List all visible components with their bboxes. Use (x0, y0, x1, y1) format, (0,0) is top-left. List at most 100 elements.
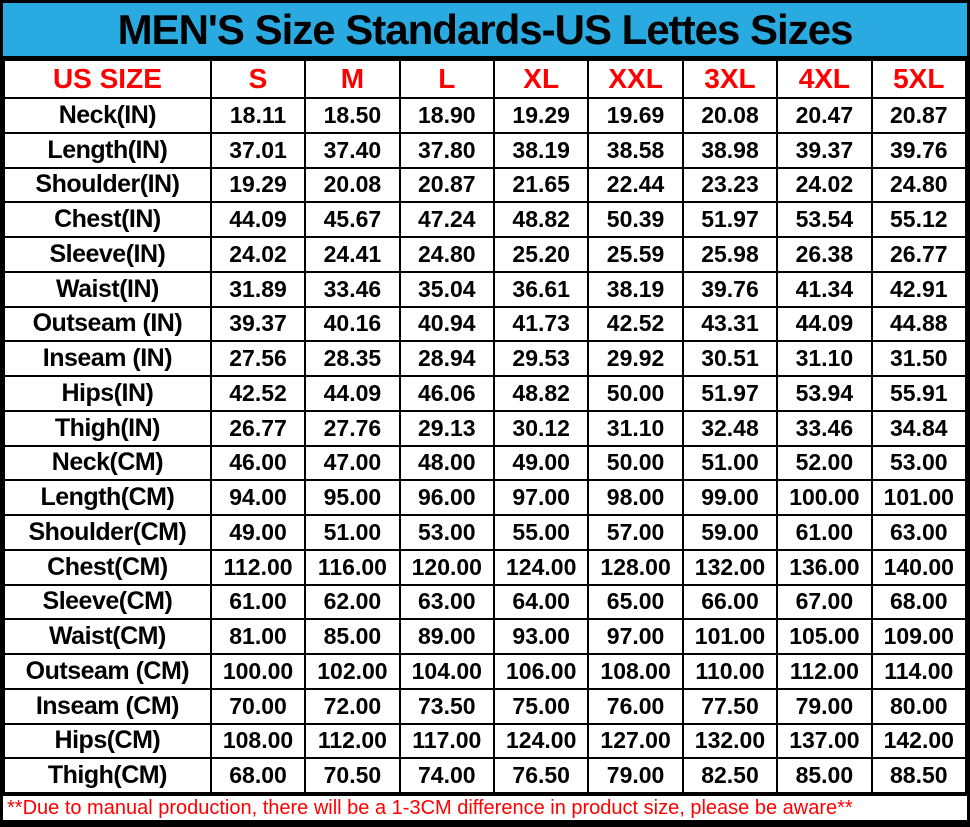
size-value-cell: 81.00 (209, 618, 307, 655)
size-value-cell: 68.00 (209, 757, 307, 794)
size-value-cell: 22.44 (587, 166, 684, 204)
size-value-cell: 79.00 (776, 687, 873, 725)
table-row: Chest(IN) 44.09 45.67 47.24 48.82 50.39 51.97 5… (3, 201, 967, 238)
page-title: MEN'S Size Standards-US Lettes Sizes (3, 3, 967, 59)
size-value-cell: 46.06 (398, 375, 496, 412)
size-value-cell: 30.51 (681, 340, 779, 377)
size-value-cell: 67.00 (776, 583, 873, 621)
size-value-cell: 53.00 (398, 514, 496, 551)
size-value-cell: 53.00 (870, 444, 967, 482)
size-value-cell: 66.00 (681, 583, 779, 621)
size-value-cell: 40.16 (304, 305, 401, 343)
size-value-cell: 39.76 (870, 131, 967, 169)
size-value-cell: 136.00 (776, 548, 873, 586)
size-value-cell: 106.00 (492, 653, 590, 690)
size-value-cell: 20.47 (776, 97, 873, 134)
size-value-cell: 26.77 (870, 236, 967, 273)
size-value-cell: 39.37 (776, 131, 873, 169)
size-value-cell: 62.00 (304, 583, 401, 621)
size-value-cell: 24.02 (776, 166, 873, 204)
table-row: Neck(IN) 18.11 18.50 18.90 19.29 19.69 20.08 20… (3, 97, 967, 134)
size-value-cell: 37.80 (398, 131, 496, 169)
size-value-cell: 24.02 (209, 236, 307, 273)
size-value-cell: 39.76 (681, 270, 779, 308)
row-label: Waist(CM) (3, 618, 212, 655)
row-label: Sleeve(CM) (3, 583, 212, 621)
size-value-cell: 142.00 (870, 722, 967, 760)
size-value-cell: 25.59 (587, 236, 684, 273)
size-value-cell: 20.87 (870, 97, 967, 134)
row-label: Length(CM) (3, 479, 212, 516)
size-value-cell: 63.00 (870, 514, 967, 551)
size-value-cell: 46.00 (209, 444, 307, 482)
size-value-cell: 38.58 (587, 131, 684, 169)
size-value-cell: 48.82 (492, 201, 590, 238)
size-value-cell: 50.39 (587, 201, 684, 238)
size-value-cell: 47.00 (304, 444, 401, 482)
size-value-cell: 85.00 (304, 618, 401, 655)
size-value-cell: 35.04 (398, 270, 496, 308)
row-label: Chest(CM) (3, 548, 212, 586)
size-value-cell: 49.00 (492, 444, 590, 482)
table-row: Thigh(CM) 68.00 70.50 74.00 76.50 79.00 82.50 8… (3, 757, 967, 794)
size-value-cell: 82.50 (681, 757, 779, 794)
size-value-cell: 72.00 (304, 687, 401, 725)
size-value-cell: 98.00 (587, 479, 684, 516)
size-value-cell: 57.00 (587, 514, 684, 551)
row-label: Inseam (IN) (3, 340, 212, 377)
size-value-cell: 28.35 (304, 340, 401, 377)
size-value-cell: 110.00 (681, 653, 779, 690)
size-value-cell: 61.00 (209, 583, 307, 621)
size-value-cell: 44.09 (209, 201, 307, 238)
size-value-cell: 61.00 (776, 514, 873, 551)
size-value-cell: 27.76 (304, 409, 401, 447)
size-value-cell: 127.00 (587, 722, 684, 760)
row-label: Neck(CM) (3, 444, 212, 482)
size-value-cell: 80.00 (870, 687, 967, 725)
size-value-cell: 45.67 (304, 201, 401, 238)
table-row: Waist(CM) 81.00 85.00 89.00 93.00 97.00 101.00… (3, 618, 967, 655)
size-value-cell: 24.41 (304, 236, 401, 273)
size-value-cell: 34.84 (870, 409, 967, 447)
size-value-cell: 44.09 (304, 375, 401, 412)
size-value-cell: 50.00 (587, 444, 684, 482)
size-value-cell: 37.40 (304, 131, 401, 169)
size-value-cell: 68.00 (870, 583, 967, 621)
size-value-cell: 112.00 (209, 548, 307, 586)
row-label: Sleeve(IN) (3, 236, 212, 273)
size-value-cell: 55.91 (870, 375, 967, 412)
size-value-cell: 70.50 (304, 757, 401, 794)
row-label: Shoulder(IN) (3, 166, 212, 204)
size-value-cell: 38.19 (492, 131, 590, 169)
size-value-cell: 77.50 (681, 687, 779, 725)
size-table: US SIZE S M L XL XXL 3XL 4XL 5XL Neck(IN… (3, 59, 967, 794)
size-value-cell: 21.65 (492, 166, 590, 204)
size-value-cell: 41.34 (776, 270, 873, 308)
size-value-cell: 53.54 (776, 201, 873, 238)
size-value-cell: 20.08 (304, 166, 401, 204)
size-value-cell: 120.00 (398, 548, 496, 586)
size-value-cell: 24.80 (870, 166, 967, 204)
size-value-cell: 41.73 (492, 305, 590, 343)
size-value-cell: 128.00 (587, 548, 684, 586)
size-value-cell: 51.97 (681, 375, 779, 412)
size-value-cell: 38.98 (681, 131, 779, 169)
column-header-s: S (209, 59, 307, 99)
size-value-cell: 27.56 (209, 340, 307, 377)
size-value-cell: 40.94 (398, 305, 496, 343)
table-row: Inseam (IN) 27.56 28.35 28.94 29.53 29.92 30.5… (3, 340, 967, 377)
size-value-cell: 31.89 (209, 270, 307, 308)
size-value-cell: 42.52 (209, 375, 307, 412)
size-value-cell: 96.00 (398, 479, 496, 516)
size-value-cell: 33.46 (776, 409, 873, 447)
size-value-cell: 104.00 (398, 653, 496, 690)
size-value-cell: 74.00 (398, 757, 496, 794)
column-header-3xl: 3XL (681, 59, 779, 99)
size-value-cell: 65.00 (587, 583, 684, 621)
size-value-cell: 97.00 (492, 479, 590, 516)
size-value-cell: 25.98 (681, 236, 779, 273)
size-value-cell: 29.53 (492, 340, 590, 377)
row-label: Outseam (IN) (3, 305, 212, 343)
table-row: Length(IN) 37.01 37.40 37.80 38.19 38.58 38.98… (3, 131, 967, 169)
size-value-cell: 112.00 (304, 722, 401, 760)
